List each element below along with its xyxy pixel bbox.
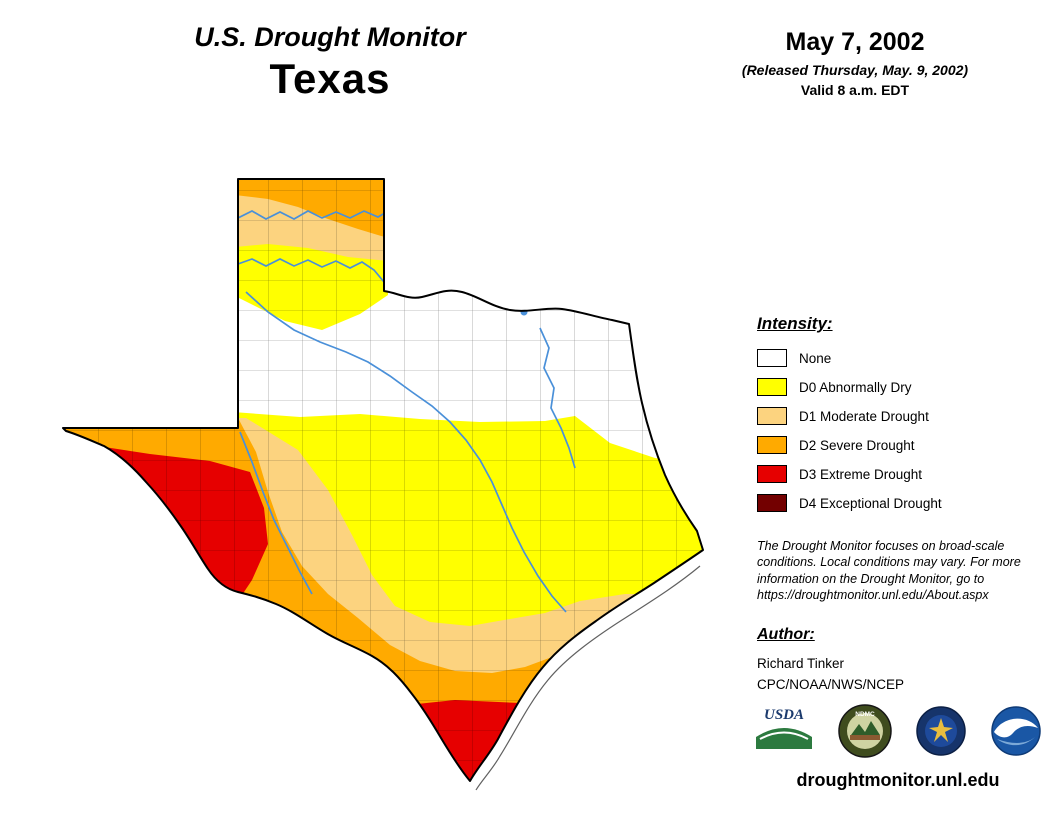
legend-panel: Intensity: None D0 Abnormally Dry D1 Mod… xyxy=(757,314,1047,523)
legend-row: D0 Abnormally Dry xyxy=(757,378,1047,396)
date-block: May 7, 2002 (Released Thursday, May. 9, … xyxy=(722,28,988,98)
legend-label: D0 Abnormally Dry xyxy=(799,379,912,395)
legend-swatch xyxy=(757,494,787,512)
legend-label: D1 Moderate Drought xyxy=(799,408,929,424)
legend-row: None xyxy=(757,349,1047,367)
disclaimer-text: The Drought Monitor focuses on broad-sca… xyxy=(757,539,1021,602)
texas-drought-map xyxy=(62,178,704,791)
cpc-doc-seal-icon xyxy=(916,706,967,756)
valid-time: Valid 8 a.m. EDT xyxy=(800,82,910,98)
author-name: Richard Tinker xyxy=(757,656,845,671)
legend-row: D4 Exceptional Drought xyxy=(757,494,1047,512)
ndmc-logo: NDMC xyxy=(837,704,892,758)
legend-row: D1 Moderate Drought xyxy=(757,407,1047,425)
county-boundaries xyxy=(63,179,703,781)
legend-label: D2 Severe Drought xyxy=(799,437,915,453)
usda-symbol-icon xyxy=(756,728,812,749)
river-brazos xyxy=(245,291,567,613)
usda-logo-text: USDA xyxy=(763,707,804,723)
release-date: (Released Thursday, May. 9, 2002) xyxy=(741,62,969,78)
title-block: U.S. Drought Monitor Texas xyxy=(110,22,550,103)
author-block: Author: Richard Tinker CPC/NOAA/NWS/NCEP xyxy=(757,626,904,696)
ndmc-logo-text: NDMC xyxy=(855,711,875,718)
lake-texoma xyxy=(520,308,528,316)
river-red xyxy=(237,258,385,283)
site-url: droughtmonitor.unl.edu xyxy=(796,770,1000,790)
legend-list: None D0 Abnormally Dry D1 Moderate Droug… xyxy=(757,349,1047,512)
barrier-islands xyxy=(475,565,701,791)
legend-swatch xyxy=(757,407,787,425)
legend-swatch xyxy=(757,349,787,367)
legend-label: D4 Exceptional Drought xyxy=(799,495,942,511)
legend-title: Intensity: xyxy=(757,314,833,333)
map-container xyxy=(30,160,720,800)
author-org: CPC/NOAA/NWS/NCEP xyxy=(757,676,905,692)
legend-swatch xyxy=(757,465,787,483)
state-border xyxy=(62,178,704,782)
legend-row: D2 Severe Drought xyxy=(757,436,1047,454)
legend-label: None xyxy=(799,350,832,366)
legend-swatch xyxy=(757,436,787,454)
river-pecos xyxy=(239,431,313,595)
region-title: Texas xyxy=(269,55,391,102)
logos-row: USDA NDMC xyxy=(755,704,1041,758)
river-canadian xyxy=(237,210,386,220)
report-title: U.S. Drought Monitor xyxy=(194,22,466,52)
legend-label: D3 Extreme Drought xyxy=(799,466,923,482)
noaa-logo-icon xyxy=(991,706,1041,756)
legend-swatch xyxy=(757,378,787,396)
river-trinity xyxy=(539,327,576,469)
map-date: May 7, 2002 xyxy=(785,28,925,56)
author-title: Author: xyxy=(757,626,815,643)
usda-logo: USDA xyxy=(755,708,813,754)
legend-row: D3 Extreme Drought xyxy=(757,465,1047,483)
